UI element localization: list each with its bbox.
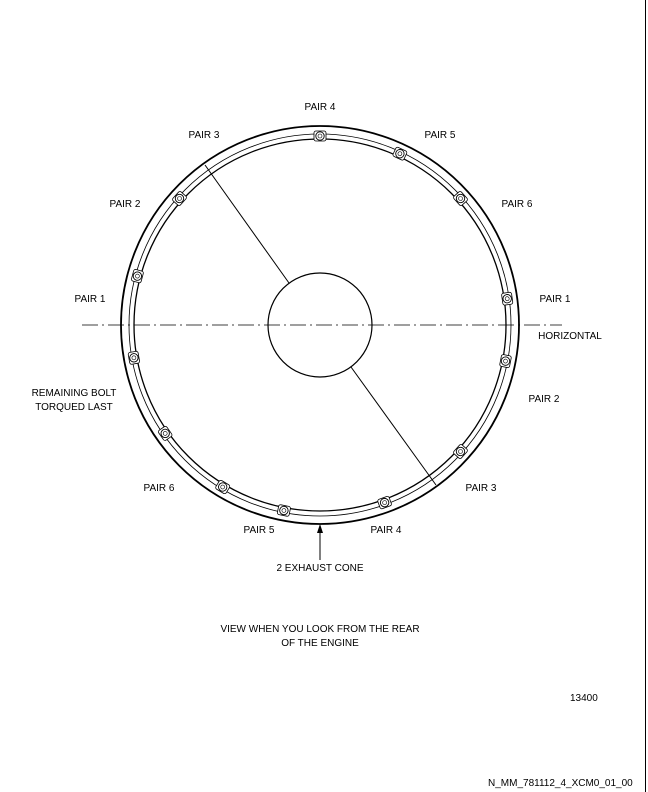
page-border-line — [645, 0, 646, 792]
label-right-pair6: PAIR 6 — [502, 199, 533, 210]
label-remaining-bolt: REMAINING BOLT — [32, 388, 117, 399]
label-bottom-pair5: PAIR 5 — [244, 525, 275, 536]
bolt-head — [277, 504, 291, 517]
label-horizontal: HORIZONTAL — [538, 331, 602, 342]
bolt-head — [499, 354, 512, 368]
bolt-head — [158, 426, 173, 441]
bolt-head — [215, 479, 231, 495]
exhaust-cone-arrowhead — [317, 524, 323, 533]
bolt-head — [453, 444, 468, 459]
bolt-head — [392, 146, 408, 161]
label-exhaust-cone: 2 EXHAUST CONE — [276, 563, 363, 574]
upper-strut-line — [204, 164, 290, 284]
label-left-pair6: PAIR 6 — [144, 483, 175, 494]
bolt-head — [172, 191, 187, 206]
label-left-pair2: PAIR 2 — [110, 199, 141, 210]
lower-strut-line — [350, 366, 437, 486]
bolt-group — [127, 130, 514, 517]
label-left-pair1: PAIR 1 — [75, 294, 106, 305]
label-right-pair2: PAIR 2 — [529, 394, 560, 405]
label-top-pair4: PAIR 4 — [305, 102, 336, 113]
drawing-id: N_MM_781112_4_XCM0_01_00 — [488, 778, 633, 789]
label-top-pair5: PAIR 5 — [425, 130, 456, 141]
caption-line-2: OF THE ENGINE — [281, 638, 359, 649]
label-right-pair3: PAIR 3 — [466, 483, 497, 494]
bolt-head — [127, 350, 140, 365]
bolt-head — [131, 269, 144, 284]
figure-number: 13400 — [570, 693, 598, 704]
caption-line-1: VIEW WHEN YOU LOOK FROM THE REAR — [220, 624, 420, 635]
bolt-head — [377, 496, 392, 510]
label-bottom-pair4: PAIR 4 — [371, 525, 402, 536]
label-right-pair1: PAIR 1 — [540, 294, 571, 305]
label-torqued-last: TORQUED LAST — [35, 402, 113, 413]
bolt-head — [313, 130, 327, 142]
label-top-pair3: PAIR 3 — [189, 130, 220, 141]
bolt-head — [501, 291, 514, 306]
bolt-head — [453, 191, 468, 206]
